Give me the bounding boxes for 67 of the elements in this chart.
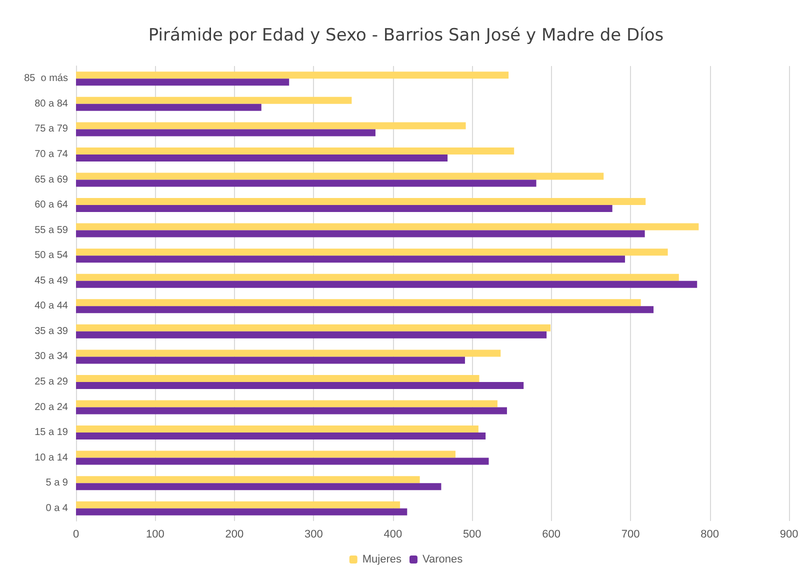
bar xyxy=(76,350,501,357)
bar xyxy=(76,356,465,364)
x-tick-label: 800 xyxy=(700,528,719,540)
bar xyxy=(76,508,408,516)
bar xyxy=(76,198,646,206)
bar xyxy=(76,129,376,136)
y-tick-label: 40 a 44 xyxy=(34,300,68,312)
bar xyxy=(76,172,604,180)
legend-label: Varones xyxy=(422,554,464,566)
bar xyxy=(76,476,420,484)
bar xyxy=(76,374,480,382)
y-tick-label: 5 a 9 xyxy=(46,478,68,489)
bar xyxy=(76,299,641,306)
bar xyxy=(76,426,478,433)
bar xyxy=(76,248,668,256)
bar xyxy=(76,72,509,79)
bar xyxy=(76,324,551,332)
bar xyxy=(76,223,699,230)
y-tick-label: 45 a 49 xyxy=(34,275,68,286)
bar xyxy=(76,483,442,490)
bar xyxy=(76,274,679,281)
y-tick-label: 15 a 19 xyxy=(34,427,68,438)
x-tick-label: 400 xyxy=(384,528,402,540)
x-tick-label: 700 xyxy=(621,528,640,540)
y-tick-label: 85 o más xyxy=(24,73,68,84)
x-tick-label: 600 xyxy=(542,528,561,540)
y-tick-label: 35 a 39 xyxy=(34,326,68,337)
chart-title: Pirámide por Edad y Sexo - Barrios San José y Madre de Díos xyxy=(148,26,664,46)
bar xyxy=(76,256,626,263)
bar xyxy=(76,306,654,314)
bar xyxy=(76,96,352,104)
y-tick-label: 55 a 59 xyxy=(34,224,68,236)
bar xyxy=(76,400,498,408)
bar xyxy=(76,180,536,187)
bar xyxy=(76,78,290,86)
y-tick-label: 20 a 24 xyxy=(34,402,68,413)
bar xyxy=(76,280,698,288)
bar xyxy=(76,154,448,162)
x-tick-label: 100 xyxy=(146,528,164,540)
bar xyxy=(76,205,612,212)
x-tick-label: 300 xyxy=(304,528,323,540)
y-tick-label: 65 a 69 xyxy=(34,174,68,186)
y-tick-label: 10 a 14 xyxy=(34,452,68,464)
y-tick-label: 50 a 54 xyxy=(34,250,68,262)
y-tick-label: 75 a 79 xyxy=(34,124,68,135)
bar xyxy=(76,382,524,389)
x-tick-label: 0 xyxy=(72,528,80,540)
bar xyxy=(76,501,400,508)
y-tick-label: 0 a 4 xyxy=(46,502,68,514)
y-tick-label: 70 a 74 xyxy=(34,148,68,160)
x-tick-label: 900 xyxy=(780,528,798,540)
bar xyxy=(76,331,547,338)
bar xyxy=(76,407,507,414)
x-tick-label: 500 xyxy=(462,528,482,540)
bar xyxy=(76,230,645,238)
y-tick-label: 30 a 34 xyxy=(34,351,68,362)
x-tick-label: 200 xyxy=(225,528,244,540)
y-tick-label: 80 a 84 xyxy=(34,98,68,110)
bar xyxy=(76,450,456,458)
bar xyxy=(76,147,514,154)
bar xyxy=(76,432,486,440)
y-tick-label: 25 a 29 xyxy=(34,376,68,388)
bar xyxy=(76,458,489,465)
bar xyxy=(76,122,466,130)
legend-label: Mujeres xyxy=(362,554,402,566)
bar xyxy=(76,104,262,111)
y-tick-label: 60 a 64 xyxy=(34,200,68,211)
